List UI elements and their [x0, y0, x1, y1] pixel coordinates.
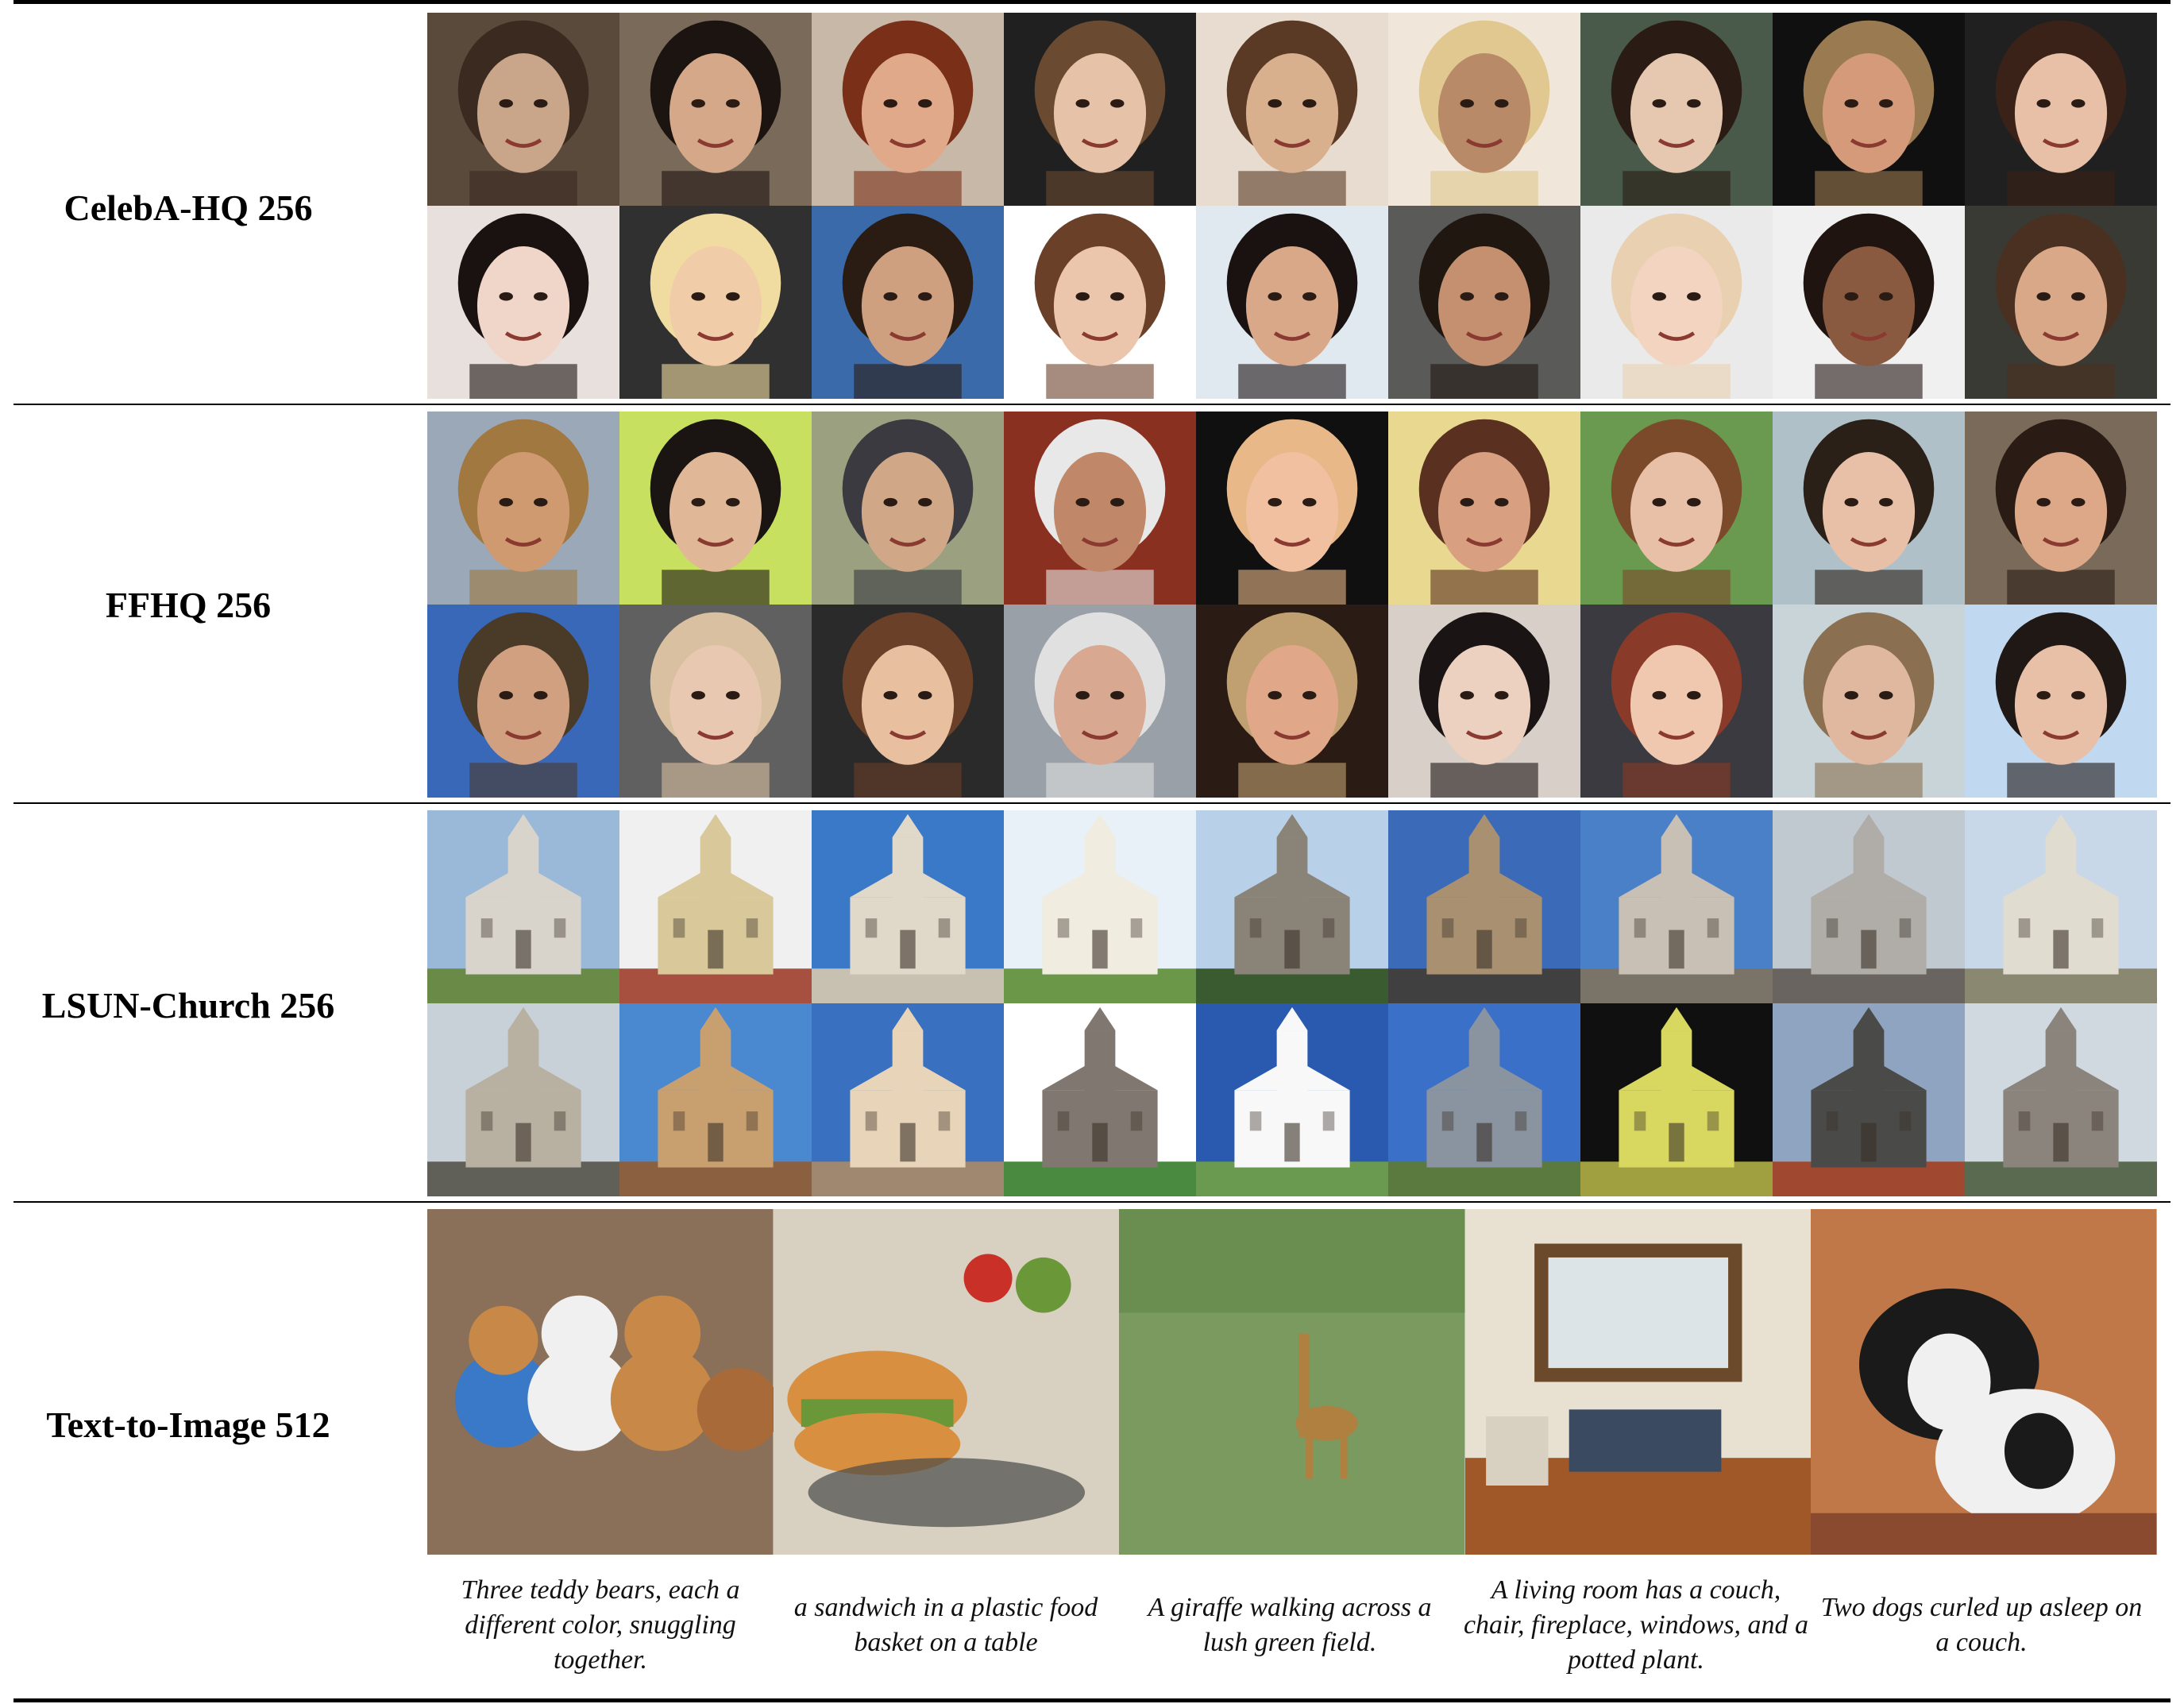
row-label-text-to-image: Text-to-Image 512: [46, 1405, 330, 1445]
ffhq-sample-grid: [427, 412, 2157, 798]
text-to-image-sample-image: [1119, 1209, 1465, 1555]
face-sample-image: [1004, 605, 1196, 798]
face-sample-image: [1388, 13, 1580, 206]
face-sample-image: [1580, 206, 1773, 399]
church-sample-image: [1580, 810, 1773, 1003]
church-sample-image: [427, 810, 619, 1003]
face-sample-image: [812, 13, 1004, 206]
church-sample-image: [1196, 810, 1388, 1003]
lsun-church-sample-grid: [427, 810, 2157, 1196]
text-to-image-sample-image: [1811, 1209, 2157, 1555]
face-sample-image: [1965, 13, 2157, 206]
caption-living-room: A living room has a couch, chair, firepl…: [1463, 1575, 1809, 1675]
church-sample-image: [1773, 810, 1965, 1003]
row-label-ffhq: FFHQ 256: [105, 585, 272, 625]
face-sample-image: [812, 605, 1004, 798]
church-sample-image: [619, 1003, 812, 1196]
face-sample-image: [1004, 13, 1196, 206]
church-sample-image: [1196, 1003, 1388, 1196]
face-sample-image: [1580, 605, 1773, 798]
face-sample-image: [1004, 206, 1196, 399]
bottom-rule: [14, 1698, 2170, 1702]
face-sample-image: [812, 412, 1004, 605]
caption-giraffe: A giraffe walking across a lush green fi…: [1148, 1593, 1432, 1657]
face-sample-image: [1004, 412, 1196, 605]
face-sample-image: [1965, 206, 2157, 399]
face-sample-image: [619, 206, 812, 399]
face-sample-image: [1580, 412, 1773, 605]
face-sample-image: [427, 13, 619, 206]
text-to-image-sample-image: [427, 1209, 774, 1555]
face-sample-image: [1773, 206, 1965, 399]
church-sample-image: [1580, 1003, 1773, 1196]
face-sample-image: [1773, 605, 1965, 798]
face-sample-image: [1773, 412, 1965, 605]
church-sample-image: [619, 810, 812, 1003]
church-sample-image: [427, 1003, 619, 1196]
face-sample-image: [1773, 13, 1965, 206]
separator-rule: [14, 802, 2170, 804]
face-sample-image: [1196, 412, 1388, 605]
face-sample-image: [812, 206, 1004, 399]
church-sample-image: [1388, 1003, 1580, 1196]
face-sample-image: [427, 605, 619, 798]
church-sample-image: [1965, 1003, 2157, 1196]
face-sample-image: [427, 206, 619, 399]
caption-sandwich: a sandwich in a plastic food basket on a…: [793, 1593, 1098, 1657]
face-sample-image: [1196, 206, 1388, 399]
text-to-image-sample-grid: [427, 1209, 2157, 1555]
church-sample-image: [1388, 810, 1580, 1003]
face-sample-image: [619, 13, 812, 206]
celeba-sample-grid: [427, 13, 2157, 399]
row-label-lsun-church: LSUN-Church 256: [41, 985, 335, 1026]
caption-teddy-bears: Three teddy bears, each a different colo…: [461, 1575, 740, 1675]
face-sample-image: [619, 412, 812, 605]
face-sample-image: [1196, 13, 1388, 206]
face-sample-image: [1388, 412, 1580, 605]
church-sample-image: [812, 810, 1004, 1003]
church-sample-image: [1004, 1003, 1196, 1196]
separator-rule: [14, 1201, 2170, 1203]
top-rule: [14, 0, 2170, 4]
face-sample-image: [1965, 412, 2157, 605]
separator-rule: [14, 404, 2170, 405]
row-label-celeba: CelebA-HQ 256: [64, 187, 313, 228]
caption-two-dogs: Two dogs curled up asleep on a couch.: [1820, 1593, 2143, 1657]
face-sample-image: [1196, 605, 1388, 798]
text-to-image-sample-image: [1464, 1209, 1812, 1555]
church-sample-image: [812, 1003, 1004, 1196]
face-sample-image: [1388, 206, 1580, 399]
face-sample-image: [427, 412, 619, 605]
text-to-image-sample-image: [773, 1209, 1120, 1555]
face-sample-image: [1965, 605, 2157, 798]
church-sample-image: [1773, 1003, 1965, 1196]
face-sample-image: [1388, 605, 1580, 798]
face-sample-image: [619, 605, 812, 798]
church-sample-image: [1965, 810, 2157, 1003]
church-sample-image: [1004, 810, 1196, 1003]
face-sample-image: [1580, 13, 1773, 206]
